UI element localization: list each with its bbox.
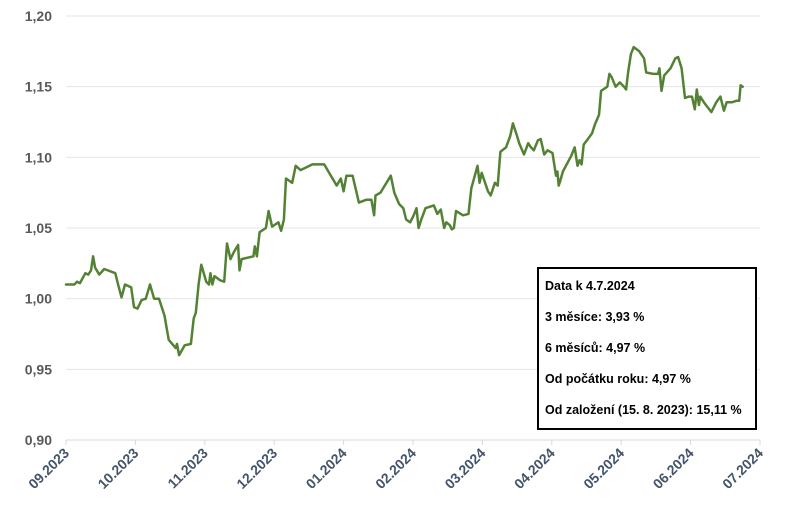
x-tick-label: 02.2024 — [372, 445, 419, 492]
y-tick-label: 1,10 — [25, 149, 52, 165]
series-layer — [64, 45, 744, 357]
x-tick-label: 06.2024 — [650, 445, 697, 492]
x-axis: 09.2023 10.2023 11.2023 12.2023 01.2024 02.20… — [25, 439, 766, 492]
y-tick-label: 1,20 — [25, 8, 52, 24]
x-tick-label: 10.2023 — [94, 445, 141, 492]
info-date: Data k 4.7.2024 — [545, 279, 635, 293]
y-tick-label: 1,05 — [25, 220, 52, 236]
y-tick-label: 1,00 — [25, 291, 52, 307]
y-tick-label: 0,90 — [25, 432, 52, 448]
info-ytd: Od počátku roku: 4,97 % — [545, 372, 691, 386]
x-tick-label: 09.2023 — [25, 445, 72, 492]
y-tick-label: 0,95 — [25, 361, 52, 377]
y-tick-label: 1,15 — [25, 79, 52, 95]
info-3-months: 3 měsíce: 3,93 % — [545, 310, 645, 324]
x-tick-label: 03.2024 — [441, 445, 488, 492]
y-axis-ticks: 0,90 0,95 1,00 1,05 1,10 1,15 1,20 — [25, 8, 52, 448]
x-tick-label: 11.2023 — [164, 445, 211, 492]
info-since-inception: Od založení (15. 8. 2023): 15,11 % — [545, 403, 742, 417]
series-line — [64, 45, 744, 357]
x-tick-label: 12.2023 — [233, 445, 280, 492]
x-tick-label: 05.2024 — [580, 445, 627, 492]
x-tick-label: 07.2024 — [719, 445, 766, 492]
info-6-months: 6 měsíců: 4,97 % — [545, 341, 646, 355]
x-tick-label: 01.2024 — [303, 445, 350, 492]
x-tick-label: 04.2024 — [511, 445, 558, 492]
performance-info-box: Data k 4.7.2024 3 měsíce: 3,93 % 6 měsíc… — [537, 267, 757, 430]
